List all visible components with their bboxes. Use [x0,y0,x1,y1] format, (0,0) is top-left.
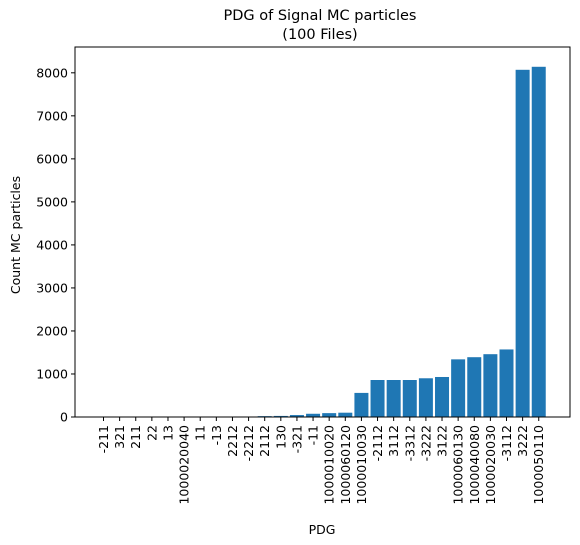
bar--3222 [418,378,433,417]
x-tick-label: 130 [273,425,288,449]
bar-3112 [386,380,401,417]
x-tick-label: -3312 [402,425,417,461]
plot-frame [74,46,571,418]
bar-130 [273,415,288,417]
x-tick-label: 1000060120 [338,425,353,505]
x-tick-label: 2112 [257,425,272,457]
bar-1000050110 [531,66,546,417]
x-tick-label: 1000050110 [531,425,546,505]
x-tick-label: 2212 [225,425,240,457]
bar--11 [306,413,321,417]
chart-subtitle: (100 Files) [282,27,357,43]
x-tick-label: -3112 [499,425,514,461]
y-tick-label: 8000 [36,65,68,80]
bar-1000060130 [451,359,466,417]
y-axis: 0 1000 2000 3000 4000 5000 6000 7000 8000 [36,65,75,425]
x-tick-label: 11 [193,425,208,441]
y-tick-label: 1000 [36,366,68,381]
x-tick-label: -2212 [241,425,256,461]
y-tick-label: 2000 [36,323,68,338]
bar-1000060120 [338,412,353,417]
y-tick-label: 5000 [36,194,68,209]
bar-3222 [515,69,530,418]
x-tick-label: 1000060130 [451,425,466,505]
x-tick-label: 3122 [435,425,450,457]
x-tick-label: 13 [160,425,175,441]
bar-1000020030 [483,354,498,417]
x-tick-label: -211 [96,425,111,453]
y-tick-label: 3000 [36,280,68,295]
x-axis: -211 321 211 22 13 1000020040 11 -13 2212 -2212 21… [96,417,546,505]
bar--321 [289,415,304,417]
bar-3122 [435,376,450,417]
bar--3112 [499,349,514,417]
chart-title: PDG of Signal MC particles [224,8,417,24]
y-tick-label: 0 [60,410,68,425]
x-tick-label: 1000020030 [483,425,498,505]
x-tick-label: 3222 [515,425,530,457]
x-tick-label: -3222 [418,425,433,461]
x-tick-label: 1000020040 [177,425,192,505]
bar-1000010020 [322,413,337,417]
x-tick-label: -2112 [370,425,385,461]
x-axis-label: PDG [309,522,336,537]
x-tick-label: 1000010020 [322,425,337,505]
x-tick-label: 1000010030 [354,425,369,505]
y-tick-label: 4000 [36,237,68,252]
bar-1000040080 [467,357,482,417]
x-tick-label: 3112 [386,425,401,457]
x-tick-label: 1000040080 [467,425,482,505]
bar--3312 [402,380,417,417]
y-tick-label: 6000 [36,151,68,166]
x-tick-label: -11 [306,425,321,445]
bars-layer [257,66,546,418]
y-tick-label: 7000 [36,108,68,123]
y-axis-label: Count MC particles [8,176,23,294]
bar-1000010030 [354,392,369,417]
x-tick-label: 321 [112,425,127,449]
x-tick-label: 211 [128,425,143,449]
x-tick-label: 22 [144,425,159,441]
x-tick-label: -13 [209,425,224,445]
bar--2112 [370,380,385,417]
x-tick-label: -321 [289,425,304,453]
